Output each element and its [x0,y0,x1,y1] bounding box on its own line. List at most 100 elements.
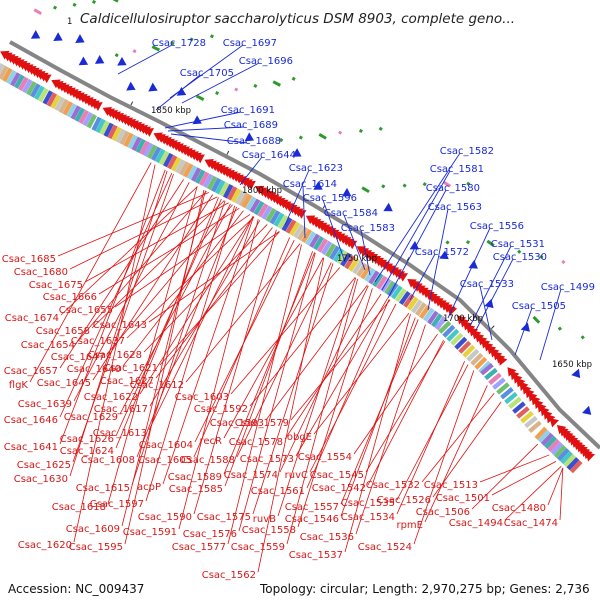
cog-band-block [170,156,182,172]
rna-feature-mark [189,37,194,42]
forward-gene-arrow [30,30,41,39]
reverse-label-leader [295,297,388,457]
cog-band-block [406,296,419,311]
cog-band-block [82,111,94,127]
rna-feature-mark [486,239,495,247]
cog-band-block [528,420,542,433]
accession-text: Accession: NC_009437 [8,582,145,596]
cog-band-block [50,94,62,110]
reverse-gene-label: Csac_1605 [138,455,192,466]
reverse-gene-label: Csac_1603 [175,392,229,403]
cog-band-block [398,290,411,305]
reverse-label-leader [73,164,156,543]
kbp-tick: 1800 kbp [242,186,282,196]
forward-gene-arrow [75,34,85,43]
forward-label-leader [374,152,461,283]
reverse-gene-label: Csac_1620 [18,540,72,551]
reverse-label-leader [223,257,324,439]
reverse-gene-arrow [585,452,595,462]
cog-band-block [508,396,522,409]
cog-band-block [186,165,198,180]
rna-feature-mark [402,183,407,188]
reverse-label-leader [257,257,325,573]
rna-feature-mark [234,87,239,92]
cog-band-block [238,192,250,207]
reverse-label-leader [106,204,233,355]
reverse-label-leader [223,252,315,475]
cog-band-block [390,285,403,300]
reverse-gene-label: flgK [9,380,29,391]
reverse-gene-arrow [398,273,409,282]
cog-band-block [99,120,110,136]
reverse-label-leader [148,231,280,323]
rna-feature-mark [466,181,471,186]
reverse-label-leader [249,277,356,407]
rna-feature-mark [445,240,450,245]
reverse-label-leader [178,219,259,530]
reverse-gene-label: recR [200,436,223,447]
reverse-gene-label: Csac_1641 [4,442,58,453]
forward-gene-arrow [176,86,187,96]
cog-band-block [111,126,122,142]
cog-band-block [289,221,301,236]
forward-label-leader [479,285,493,341]
reverse-label-leader [396,364,469,501]
reverse-gene-label: Csac_1513 [424,480,478,491]
reverse-label-leader [471,443,539,510]
forward-gene-label: Csac_1688 [227,136,281,147]
cog-band-block [484,367,498,381]
forward-label-leader [447,227,491,319]
reverse-label-leader [340,317,416,517]
cog-band-block [566,457,580,471]
rna-feature-mark [561,259,566,265]
reverse-gene-label: Csac_1645 [37,378,91,389]
cog-band-block [230,188,242,203]
reverse-gene-label: Csac_1501 [436,493,490,504]
reverse-gene-label: obgE [287,432,312,443]
cog-band-block [74,107,86,122]
reverse-label-leader [284,293,382,440]
cog-band-block [46,92,58,107]
rna-feature-mark [532,315,541,324]
forward-gene-label: Csac_1705 [180,68,234,79]
cog-band-block [496,382,510,395]
reverse-label-leader [159,231,280,366]
reverse-label-leader [115,197,219,449]
rna-feature-mark [358,128,363,133]
forward-gene-label: Csac_1583 [341,223,395,234]
map-title: Caldicellulosiruptor saccharolyticus DSM… [80,11,515,27]
reverse-gene-label: Csac_1597 [90,499,144,510]
forward-label-leader [475,258,514,331]
cog-band-block [340,252,352,267]
reverse-gene-arrow [42,74,52,84]
cog-band-block [103,122,114,138]
forward-gene-label: Csac_1689 [224,120,278,131]
cog-band-block [313,235,325,251]
reverse-gene-label: Csac_1658 [36,326,90,337]
reverse-gene-label: Csac_1573 [240,454,294,465]
reverse-label-leader [547,467,564,506]
rna-feature-mark [378,126,383,131]
reverse-gene-label: Csac_1545 [310,470,364,481]
cog-band-block [30,83,41,98]
reverse-gene-label: Csac_1622 [84,392,138,403]
rna-feature-mark [557,326,563,331]
reverse-gene-label: Csac_1637 [71,336,125,347]
rna-feature-mark [253,83,258,88]
cog-band-block [174,159,186,174]
reverse-gene-label: Csac_1654 [21,340,75,351]
reverse-label-leader [149,219,261,407]
cog-band-block [317,238,329,253]
cog-band-block [277,214,289,230]
reverse-gene-arrow [144,127,154,137]
reverse-label-leader [139,216,254,395]
reverse-gene-label: Csac_1494 [449,518,503,529]
cog-band-block [10,72,21,87]
rna-feature-mark [110,0,119,3]
forward-gene-arrow [571,368,581,379]
reverse-gene-label: Csac_1574 [224,470,278,481]
cog-band-block [261,205,273,220]
reverse-gene-label: Csac_1542 [312,483,366,494]
cog-band-block [352,260,364,275]
reverse-label-leader [353,333,438,455]
